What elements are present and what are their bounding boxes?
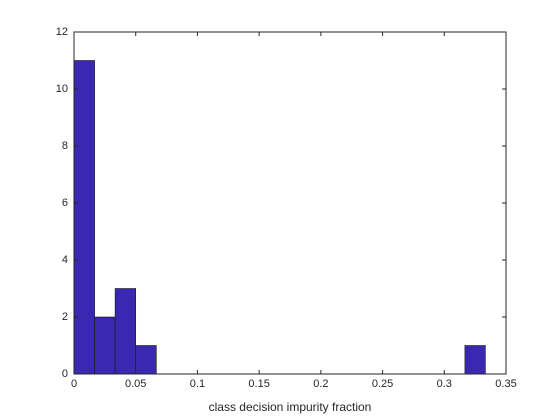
y-tick-label: 2: [62, 311, 68, 323]
bar: [464, 345, 486, 375]
y-tick-label: 0: [62, 368, 68, 380]
y-tick-label: 10: [56, 83, 68, 95]
x-tick-label: 0: [71, 378, 77, 390]
x-axis-label: class decision impurity fraction: [209, 400, 372, 414]
x-tick-label: 0.05: [125, 378, 146, 390]
y-tick-label: 12: [56, 26, 68, 38]
bar: [73, 60, 95, 375]
x-tick-label: 0.1: [190, 378, 205, 390]
bar: [94, 316, 116, 375]
x-tick-label: 0.2: [313, 378, 328, 390]
x-tick-label: 0.15: [248, 378, 269, 390]
bar: [114, 288, 137, 375]
y-tick-label: 6: [62, 197, 68, 209]
x-tick-label: 0.35: [495, 378, 516, 390]
x-tick-label: 0.25: [372, 378, 393, 390]
bar: [135, 345, 157, 375]
y-tick-label: 8: [62, 140, 68, 152]
x-tick-label: 0.3: [437, 378, 452, 390]
y-tick-label: 4: [62, 254, 68, 266]
